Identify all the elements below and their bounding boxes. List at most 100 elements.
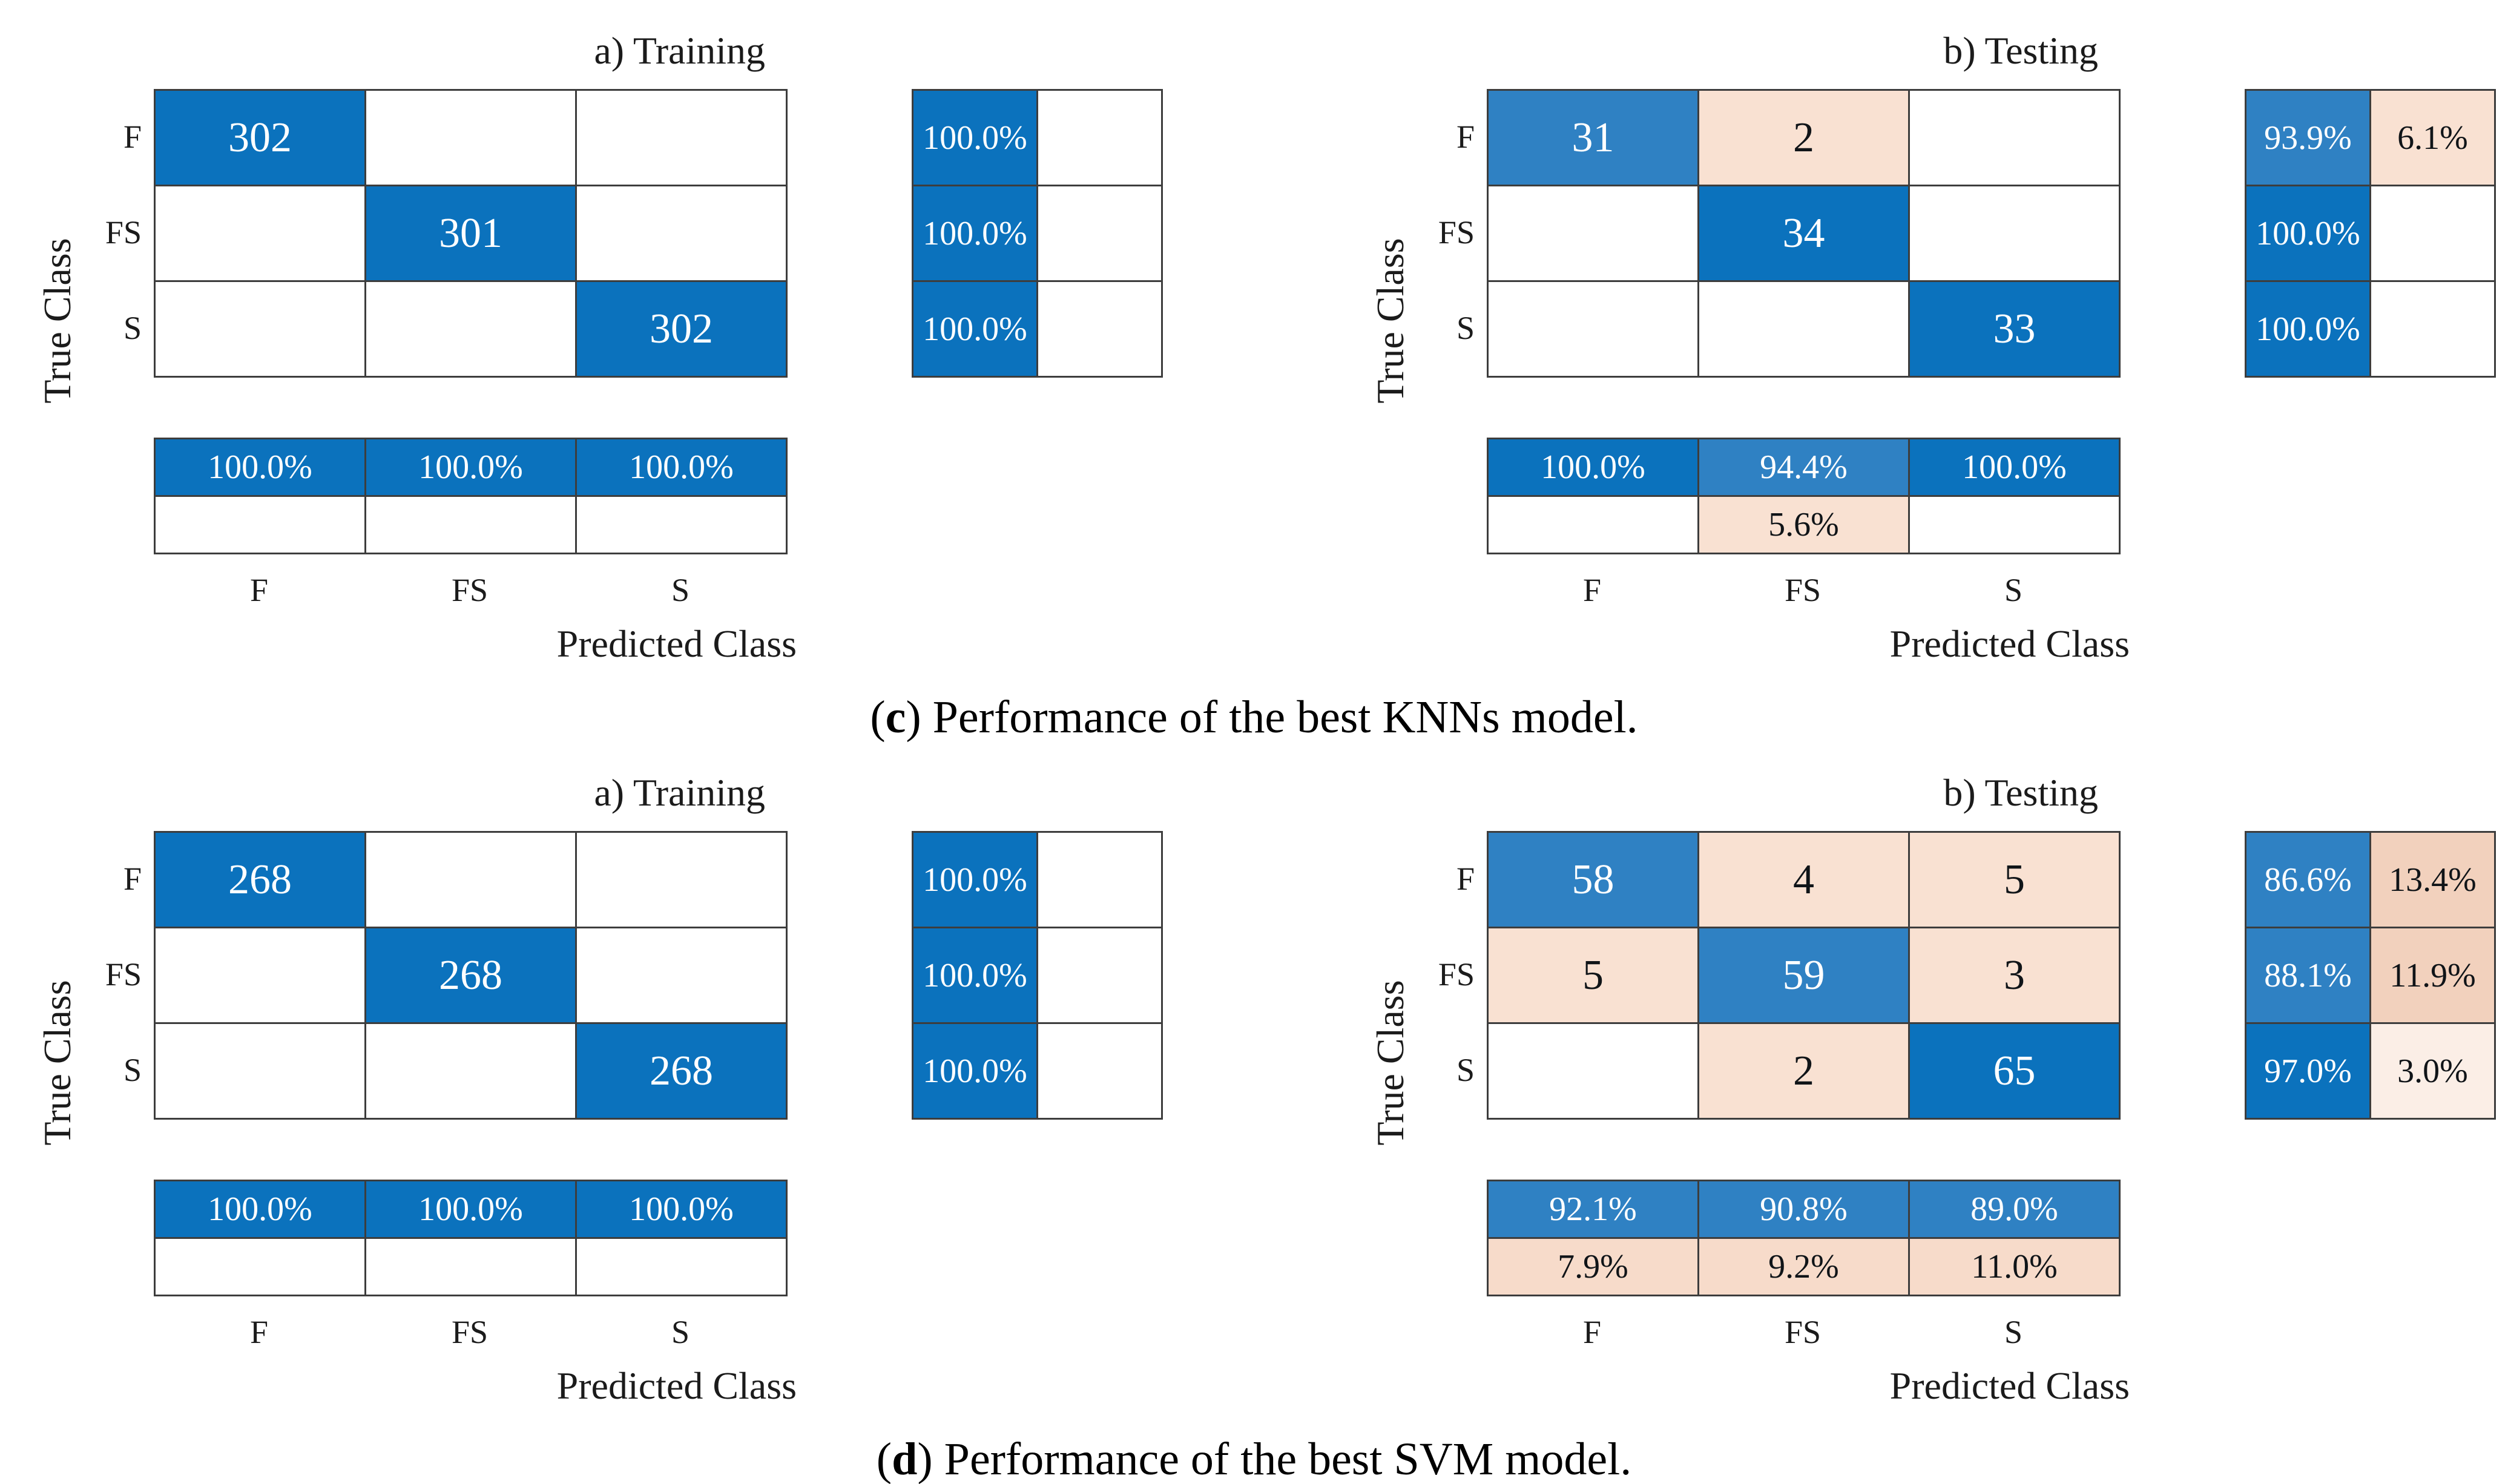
row-summary-table-cell-r2c1: 3.0% (2369, 1022, 2496, 1120)
row-summary-table: 86.6% 13.4% 88.1% 11.9% 97.0% 3.0% (2245, 831, 2496, 1120)
caption-text: ) Performance of the best KNNs model. (906, 692, 1638, 743)
column-summary-table-cell-r1c0 (1487, 495, 1699, 554)
testing-panel: b) Testing True Class F FS S 31 2 34 33 93.9% 6.1%… (1333, 0, 2508, 742)
confusion-matrix-cell-r0c2 (1908, 89, 2121, 186)
confusion-matrix-cell-r2c2: 65 (1908, 1022, 2121, 1120)
confusion-matrix-cell-r0c1 (364, 831, 577, 928)
row-summary-table-cell-r0c0: 100.0% (912, 89, 1038, 186)
row-summary-table-cell-r2c0: 100.0% (912, 280, 1038, 378)
column-summary-table-cell-r0c2: 100.0% (575, 438, 788, 497)
caption-open-paren: ( (870, 692, 886, 743)
training-panel: a) Training True Class F FS S 302 301 302 100.0%… (0, 0, 1175, 742)
confusion-matrix-cell-r2c1 (1697, 280, 1910, 378)
confusion-matrix-cell-r0c1: 2 (1697, 89, 1910, 186)
row-summary-table-cell-r2c0: 97.0% (2245, 1022, 2371, 1120)
row-label-FS: FS (105, 214, 142, 251)
row-label-FS: FS (1438, 214, 1475, 251)
row-summary-table-cell-r0c0: 86.6% (2245, 831, 2371, 928)
training-panel: a) Training True Class F FS S 268 268 268 100.0%… (0, 742, 1175, 1484)
confusion-matrix-cell-r2c0 (1487, 1022, 1699, 1120)
row-summary-table-cell-r2c0: 100.0% (2245, 280, 2371, 378)
col-label-FS: FS (451, 572, 489, 608)
confusion-matrix-cell-r1c2 (575, 185, 788, 282)
column-summary-table-cell-r0c2: 100.0% (1908, 438, 2121, 497)
confusion-matrix-cell-r2c0 (154, 1022, 366, 1120)
confusion-matrix-cell-r0c2 (575, 89, 788, 186)
confusion-matrix-cell-r0c1 (364, 89, 577, 186)
section-c: a) Training True Class F FS S 302 301 302 100.0%… (0, 0, 2508, 743)
x-axis-label: Predicted Class (556, 622, 797, 665)
confusion-matrix-cell-r2c1 (364, 280, 577, 378)
column-summary-table-cell-r1c1: 9.2% (1697, 1237, 1910, 1296)
confusion-matrix-cell-r0c2: 5 (1908, 831, 2121, 928)
confusion-matrix-cell-r1c0 (1487, 185, 1699, 282)
column-summary-table-cell-r0c2: 89.0% (1908, 1180, 2121, 1239)
column-summary-table-cell-r0c0: 92.1% (1487, 1180, 1699, 1239)
col-label-S: S (2004, 572, 2023, 608)
confusion-matrix-cell-r1c1: 301 (364, 185, 577, 282)
confusion-matrix-cell-r1c2: 3 (1908, 927, 2121, 1024)
row-label-F: F (123, 119, 142, 155)
col-label-FS: FS (1784, 1314, 1822, 1350)
column-summary-table-cell-r1c2 (575, 495, 788, 554)
confusion-matrix: 268 268 268 (154, 831, 788, 1120)
column-summary-table-cell-r1c0: 7.9% (1487, 1237, 1699, 1296)
row-summary-table-cell-r0c0: 100.0% (912, 831, 1038, 928)
confusion-matrix: 31 2 34 33 (1487, 89, 2121, 378)
confusion-matrix-cell-r1c1: 34 (1697, 185, 1910, 282)
row-summary-table-cell-r2c1 (1036, 1022, 1163, 1120)
row-summary-table-cell-r0c0: 93.9% (2245, 89, 2371, 186)
row-summary-table-cell-r1c0: 100.0% (2245, 185, 2371, 282)
row-summary-table-cell-r2c0: 100.0% (912, 1022, 1038, 1120)
row-summary-table-cell-r0c1 (1036, 831, 1163, 928)
confusion-matrix: 58 4 5 5 59 3 2 65 (1487, 831, 2121, 1120)
row-summary-table-cell-r1c0: 100.0% (912, 185, 1038, 282)
col-label-F: F (1582, 1314, 1602, 1350)
column-summary-table: 100.0% 100.0% 100.0% (154, 1180, 788, 1296)
row-label-S: S (1456, 1052, 1475, 1088)
col-label-F: F (1582, 572, 1602, 608)
row-summary-table-cell-r1c1 (2369, 185, 2496, 282)
training-title: a) Training (594, 29, 765, 72)
testing-title: b) Testing (1943, 771, 2098, 814)
row-label-S: S (123, 1052, 142, 1088)
confusion-matrix-cell-r0c0: 31 (1487, 89, 1699, 186)
confusion-matrix: 302 301 302 (154, 89, 788, 378)
column-summary-table: 92.1% 90.8% 89.0% 7.9% 9.2% 11.0% (1487, 1180, 2121, 1296)
row-summary-table-cell-r1c0: 88.1% (2245, 927, 2371, 1024)
col-label-FS: FS (1784, 572, 1822, 608)
training-title: a) Training (594, 771, 765, 814)
row-summary-table: 93.9% 6.1% 100.0% 100.0% (2245, 89, 2496, 378)
column-summary-table-cell-r0c1: 90.8% (1697, 1180, 1910, 1239)
confusion-matrix-cell-r0c0: 268 (154, 831, 366, 928)
confusion-matrix-cell-r2c2: 268 (575, 1022, 788, 1120)
column-summary-table: 100.0% 100.0% 100.0% (154, 438, 788, 554)
col-label-FS: FS (451, 1314, 489, 1350)
row-summary-table-cell-r0c1: 6.1% (2369, 89, 2496, 186)
column-summary-table-cell-r1c2: 11.0% (1908, 1237, 2121, 1296)
confusion-matrix-cell-r2c0 (154, 280, 366, 378)
column-summary-table-cell-r0c2: 100.0% (575, 1180, 788, 1239)
confusion-matrix-cell-r1c0 (154, 185, 366, 282)
row-label-S: S (123, 310, 142, 346)
col-label-S: S (671, 572, 690, 608)
column-summary-table: 100.0% 94.4% 100.0% 5.6% (1487, 438, 2121, 554)
row-summary-table-cell-r1c1: 11.9% (2369, 927, 2496, 1024)
x-axis-label: Predicted Class (1889, 622, 2130, 665)
row-label-F: F (123, 861, 142, 897)
col-label-F: F (249, 572, 269, 608)
row-summary-table-cell-r1c1 (1036, 185, 1163, 282)
column-summary-table-cell-r0c0: 100.0% (154, 438, 366, 497)
section-d: a) Training True Class F FS S 268 268 268 100.0%… (0, 742, 2508, 1484)
row-label-FS: FS (1438, 956, 1475, 993)
col-label-S: S (671, 1314, 690, 1350)
confusion-matrix-cell-r1c2 (1908, 185, 2121, 282)
confusion-matrix-cell-r0c2 (575, 831, 788, 928)
column-summary-table-cell-r0c1: 94.4% (1697, 438, 1910, 497)
row-label-F: F (1456, 119, 1475, 155)
caption-open-paren: ( (876, 1434, 892, 1484)
confusion-matrix-cell-r1c1: 59 (1697, 927, 1910, 1024)
x-axis-label: Predicted Class (1889, 1364, 2130, 1407)
column-summary-table-cell-r0c0: 100.0% (1487, 438, 1699, 497)
confusion-matrix-cell-r2c1 (364, 1022, 577, 1120)
